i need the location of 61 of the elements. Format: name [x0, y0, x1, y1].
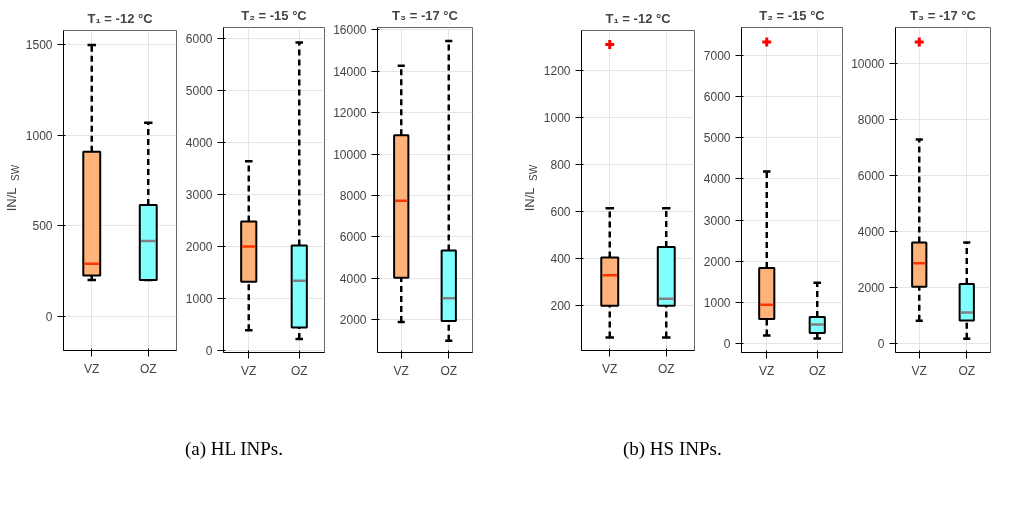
y-tick-label: 10000 — [333, 147, 367, 162]
y-axis-title: IN/LSW — [522, 164, 539, 212]
y-tick-label: 16000 — [333, 23, 367, 38]
y-tick-label: 6000 — [703, 89, 731, 104]
y-tick-label: 7000 — [703, 48, 731, 63]
text: (b) HS INPs. — [622, 437, 722, 461]
y-tick-label: 2000 — [857, 281, 885, 296]
y-tick-label: 1000 — [703, 296, 731, 311]
y-axis-title: IN/LSW — [4, 164, 21, 212]
y-tick-label: 0 — [205, 344, 213, 359]
x-tick-label: OZ — [290, 363, 308, 378]
y-tick-label: 6000 — [857, 169, 885, 184]
y-tick-label: 1000 — [543, 111, 571, 126]
x-tick-label: VZ — [241, 363, 257, 378]
y-tick-label: 600 — [550, 205, 571, 220]
y-tick-label: 0 — [45, 309, 53, 324]
y-tick-label: 5000 — [703, 131, 731, 146]
y-tick-label: 12000 — [333, 106, 367, 121]
y-tick-label: 3000 — [703, 213, 731, 228]
x-tick-label: OZ — [657, 361, 675, 376]
x-tick-label: OZ — [139, 361, 157, 376]
y-tick-label: 2000 — [339, 313, 367, 328]
y-tick-label: 8000 — [339, 189, 367, 203]
y-tick-label: 5000 — [185, 84, 213, 99]
y-tick-label: 8000 — [857, 113, 885, 128]
y-tick-label: 1000 — [25, 128, 53, 143]
y-tick-label: 4000 — [339, 271, 367, 286]
y-tick-label: 2000 — [703, 254, 731, 269]
y-tick-label: 3000 — [185, 188, 213, 203]
y-tick-label: 800 — [550, 158, 571, 173]
y-tick-label: 0 — [723, 337, 731, 352]
x-tick-label: VZ — [84, 361, 100, 376]
y-tick-label: 500 — [32, 219, 53, 234]
x-tick-label: VZ — [911, 363, 927, 378]
y-tick-label: 1500 — [25, 38, 53, 53]
x-tick-label: VZ — [602, 361, 618, 376]
y-tick-label: 6000 — [185, 32, 213, 47]
chart-title: T₃ = -17 °C — [392, 7, 459, 23]
text: (a) HL INPs. — [185, 437, 283, 461]
x-tick-label: VZ — [393, 363, 409, 378]
chart-title: T₁ = -12 °C — [605, 10, 672, 26]
x-tick-label: OZ — [808, 363, 826, 378]
x-tick-label: OZ — [440, 363, 458, 378]
y-tick-label: 14000 — [333, 64, 367, 79]
y-tick-label: 10000 — [851, 57, 885, 72]
y-tick-label: 0 — [877, 337, 885, 352]
y-tick-label: 1000 — [185, 292, 213, 307]
y-tick-label: 6000 — [339, 230, 367, 245]
chart-title: T₁ = -12 °C — [87, 10, 154, 26]
y-tick-label: 4000 — [185, 136, 213, 151]
y-tick-label: 400 — [550, 252, 571, 267]
chart-title: T₂ = -15 °C — [759, 7, 826, 23]
y-tick-label: 2000 — [185, 240, 213, 255]
y-tick-label: 4000 — [857, 225, 885, 240]
y-tick-label: 4000 — [703, 172, 731, 187]
x-tick-label: VZ — [759, 363, 775, 378]
y-tick-label: 200 — [550, 299, 571, 314]
y-tick-label: 1200 — [543, 64, 571, 78]
x-tick-label: OZ — [958, 363, 976, 378]
chart-title: T₂ = -15 °C — [241, 7, 308, 23]
chart-title: T₃ = -17 °C — [910, 7, 977, 23]
